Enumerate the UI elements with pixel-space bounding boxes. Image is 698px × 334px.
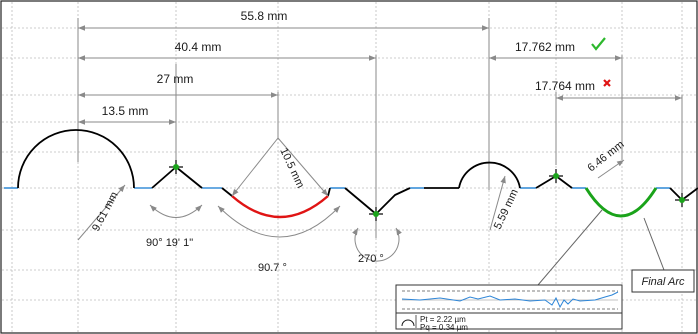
valley-1 [344, 187, 411, 215]
final-arc-callout[interactable]: Final Arc [631, 269, 695, 293]
pq-value: Pq = 0.34 µm [420, 323, 468, 332]
dim-label-27: 27 mm [157, 72, 194, 86]
dim-label-40-4: 40.4 mm [175, 40, 222, 54]
final-arc [584, 187, 658, 218]
arc-symbol-icon [401, 319, 415, 327]
selected-arc [231, 195, 329, 219]
point-markers[interactable] [169, 160, 689, 221]
radius-lines [77, 137, 625, 241]
pt-value: Pt = 2.22 µm [420, 315, 466, 324]
angle-label-90-7: 90.7 ° [258, 262, 287, 274]
angle-label-90-19: 90° 19' 1" [146, 237, 193, 249]
cross-icon [603, 79, 611, 87]
dim-label-13-5: 13.5 mm [102, 104, 149, 118]
angle-label-270: 270 ° [358, 253, 384, 265]
check-icon [591, 37, 606, 51]
dim-label-17-762: 17.762 mm [515, 40, 575, 54]
arc-crest-2 [458, 161, 521, 189]
dim-label-17-764: 17.764 mm [535, 79, 595, 93]
angle-arcs [149, 204, 402, 262]
roughness-inset[interactable]: Pt = 2.22 µm Pq = 0.34 µm [395, 284, 623, 332]
arc-crest-1 [17, 129, 135, 189]
callout-leaders [537, 209, 665, 286]
roughness-trace [401, 291, 619, 309]
final-arc-label: Final Arc [642, 276, 685, 288]
dim-label-55-8: 55.8 mm [241, 9, 288, 23]
